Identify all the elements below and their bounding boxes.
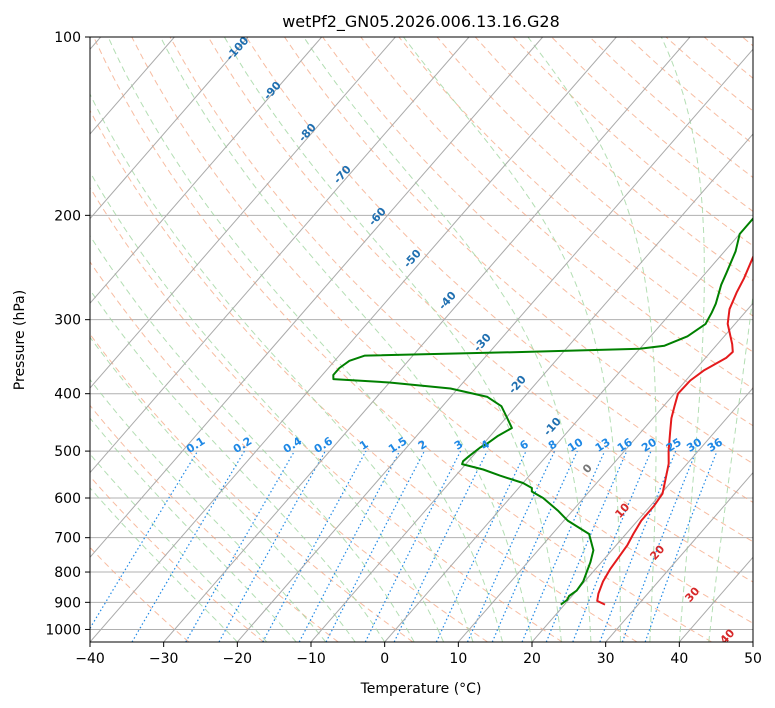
pressure-gridlines <box>90 37 753 630</box>
isotherm-line <box>163 37 691 642</box>
isotherm-line <box>90 37 470 474</box>
mixing-ratio-line <box>521 450 606 642</box>
isotherm-line <box>310 133 753 642</box>
isotherm-line <box>236 48 753 642</box>
plot-frame <box>89 36 754 643</box>
x-axis-title: Temperature (°C) <box>360 681 482 697</box>
dry-adiabat-line <box>169 37 753 583</box>
y-tick-label: 600 <box>54 491 81 507</box>
moist-adiabat-line <box>160 37 533 642</box>
dry-adiabat-line <box>90 475 264 642</box>
isotherm-line <box>457 302 753 642</box>
isotherm-line <box>90 37 617 642</box>
y-tick-label: 800 <box>54 565 81 581</box>
dry-adiabat-line <box>90 404 339 642</box>
isotherm-line <box>531 387 753 642</box>
y-tick-label: 400 <box>54 387 81 403</box>
mixing-ratio-line <box>644 450 718 642</box>
y-tick-label: 100 <box>54 30 81 46</box>
sounding-series <box>332 217 753 606</box>
y-axis-title: Pressure (hPa) <box>12 290 28 390</box>
isotherm-line <box>90 37 323 305</box>
dry-adiabat-line <box>245 37 753 503</box>
isotherm-line <box>90 37 249 220</box>
moist-adiabat-line <box>660 37 705 642</box>
dry-adiabat-line <box>90 186 563 642</box>
moist-adiabat-line <box>90 417 297 642</box>
x-tick-label: 40 <box>670 651 688 667</box>
mixing-ratio-lines <box>90 450 718 642</box>
moist-adiabat-line <box>403 37 621 642</box>
mixing-ratio-line <box>262 450 367 642</box>
moist-adiabat-line <box>90 289 386 642</box>
axes: −40 −30 −20 −10 0 10 20 30 40 50 100 200 300 400 500 60… <box>45 30 762 667</box>
x-tick-label: −30 <box>149 651 179 667</box>
isotherm-line <box>605 471 753 642</box>
dewpoint-line <box>332 217 753 606</box>
moist-adiabat-line <box>527 37 657 642</box>
moist-adiabat-line <box>90 93 474 642</box>
temperature-line <box>596 254 753 606</box>
x-tick-label: 50 <box>744 651 762 667</box>
dry-adiabat-line <box>90 109 638 642</box>
dry-adiabat-line <box>131 37 753 624</box>
moist-adiabat-line <box>90 171 445 642</box>
isotherm-line <box>90 37 396 389</box>
x-tick-label: −10 <box>296 651 326 667</box>
x-tick-label: 20 <box>523 651 541 667</box>
isotherm-line <box>384 217 753 642</box>
y-tick-label: 900 <box>54 595 81 611</box>
isotherms <box>90 37 753 642</box>
moist-adiabat-line <box>107 37 503 642</box>
mixing-ratio-line <box>621 450 697 642</box>
mixing-ratio-line <box>364 450 462 642</box>
moist-adiabat-line <box>90 453 268 642</box>
moist-adiabats <box>90 37 753 642</box>
mixing-ratio-line <box>545 450 628 642</box>
x-tick-label: 0 <box>380 651 389 667</box>
moist-adiabat-line <box>708 291 753 642</box>
isotherm-line <box>90 37 544 559</box>
plot-area: 0.1 0.2 0.4 0.6 1 1.5 2 3 4 6 8 10 13 16 20 25 30 36-100-… <box>90 37 753 642</box>
y-tick-label: 200 <box>54 208 81 224</box>
y-tick-label: 500 <box>54 444 81 460</box>
moist-adiabat-line <box>303 37 592 642</box>
x-tick-label: −20 <box>223 651 253 667</box>
y-tick-label: 700 <box>54 531 81 547</box>
moist-adiabat-line <box>90 234 415 642</box>
dry-adiabat-line <box>90 546 190 642</box>
moist-adiabat-line <box>90 378 327 642</box>
chart-title: wetPf2_GN05.2026.006.13.16.G28 <box>282 12 560 32</box>
mixing-ratio-line <box>90 450 199 630</box>
y-tick-label: 1000 <box>45 622 81 638</box>
y-tick-label: 300 <box>54 313 81 329</box>
mixing-ratio-line <box>298 450 401 642</box>
moist-adiabat-line <box>223 37 562 642</box>
dry-adiabat-line <box>93 37 712 642</box>
dry-adiabat-line <box>398 37 753 353</box>
x-tick-label: −40 <box>75 651 105 667</box>
x-tick-label: 10 <box>449 651 467 667</box>
moist-adiabat-line <box>90 336 356 642</box>
mixing-ratio-line <box>599 450 677 642</box>
mixing-ratio-line <box>218 450 326 642</box>
mixing-ratio-line <box>572 450 652 642</box>
dry-adiabat-line <box>90 260 488 642</box>
x-tick-label: 30 <box>597 651 615 667</box>
